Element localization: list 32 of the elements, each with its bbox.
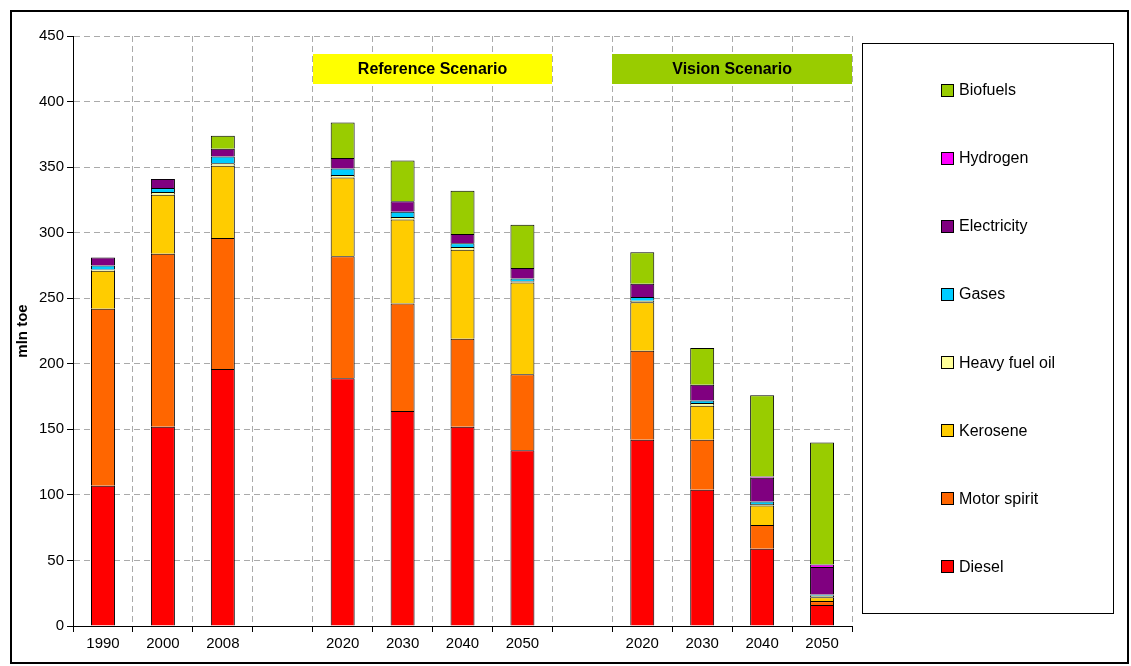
y-tick-label: 150 [39, 419, 65, 437]
x-tick-label: 2000 [146, 634, 180, 652]
legend-label: Gases [959, 285, 1006, 304]
x-tick-label: 2040 [745, 634, 779, 652]
y-tick-label: 300 [39, 222, 65, 240]
y-tick-label: 450 [39, 26, 65, 44]
y-axis-title: mln toe [13, 304, 31, 358]
x-tick-label: 2020 [325, 634, 360, 652]
legend-label: Electricity [959, 217, 1028, 236]
y-tick-label: 200 [39, 353, 65, 371]
x-tick-label: 2040 [445, 634, 480, 652]
scenario-label: Reference Scenario [312, 54, 553, 84]
legend-label: Biofuels [959, 81, 1016, 100]
legend-label: Hydrogen [959, 149, 1029, 168]
x-tick-label: 2050 [805, 634, 839, 652]
y-tick-label: 250 [39, 288, 65, 306]
x-tick-label: 2020 [625, 634, 659, 652]
x-tick-label: 2008 [206, 634, 240, 652]
legend-label: Kerosene [959, 421, 1028, 440]
x-tick-label: 2030 [685, 634, 719, 652]
x-tick-label: 2030 [385, 634, 420, 652]
y-tick-label: 400 [39, 91, 65, 109]
legend-label: Diesel [959, 557, 1004, 576]
legend-label: Motor spirit [959, 489, 1039, 508]
y-tick-label: 350 [39, 157, 65, 175]
x-tick-label: 2050 [505, 634, 540, 652]
y-tick-label: 100 [39, 485, 65, 503]
scenario-label: Vision Scenario [612, 54, 852, 84]
y-tick-label: 0 [55, 616, 65, 634]
x-tick-label: 1990 [86, 634, 120, 652]
y-tick-label: 50 [47, 550, 65, 568]
legend-label: Heavy fuel oil [959, 353, 1056, 372]
